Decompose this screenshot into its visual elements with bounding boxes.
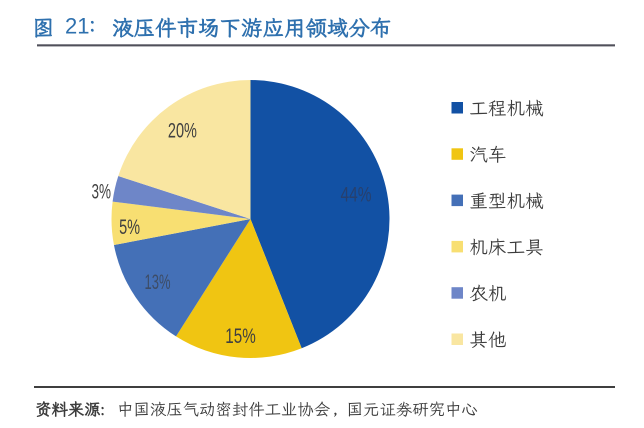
svg-text:15%: 15% [225,324,256,348]
svg-text:3%: 3% [91,179,111,203]
svg-text:44%: 44% [341,182,372,206]
svg-text:5%: 5% [119,215,140,239]
svg-text:21: 21 [65,13,89,38]
svg-text:13%: 13% [145,270,171,294]
svg-text:20%: 20% [168,119,197,143]
